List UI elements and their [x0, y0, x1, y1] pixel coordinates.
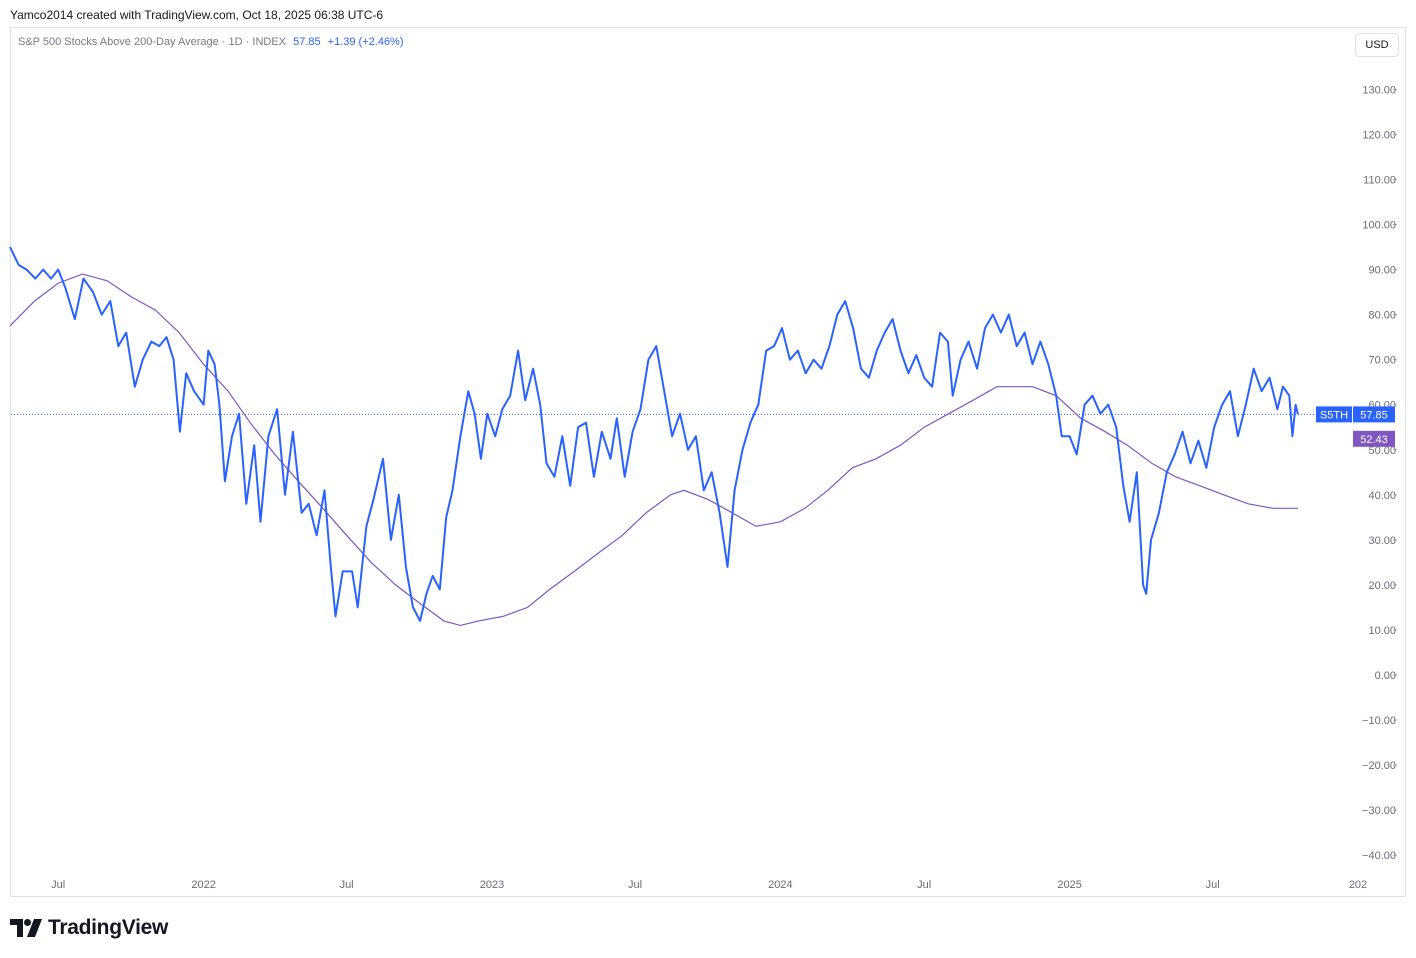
x-axis[interactable]: Jul 2022 Jul 2023 Jul 2024 Jul 2025 Jul 202 [51, 879, 1367, 891]
legend-last-value: 57.85 [293, 36, 321, 48]
ma-value-label: 52.43 [1360, 434, 1388, 446]
price-scale-tags: S5TH 57.85 52.43 [1316, 406, 1395, 447]
moving-average-line [9, 273, 1298, 627]
y-tick-label: 100.00 [1362, 220, 1396, 232]
y-tick-label: −30.00 [1362, 805, 1396, 817]
y-tick-label: −40.00 [1362, 850, 1396, 862]
y-tick-label: 0.00 [1375, 670, 1396, 682]
x-tick-label: 2022 [191, 879, 215, 891]
symbol-legend: S&P 500 Stocks Above 200-Day Average · 1… [18, 36, 404, 48]
chart-pane[interactable] [10, 27, 1406, 897]
x-tick-label: Jul [628, 879, 642, 891]
tradingview-brand[interactable]: TradingView [10, 915, 168, 941]
tradingview-logo-icon [10, 919, 42, 937]
y-tick-label: 130.00 [1362, 84, 1396, 96]
x-tick-label: 2024 [768, 879, 792, 891]
ma-value-tag [1353, 430, 1395, 447]
y-tick-label: 20.00 [1368, 580, 1396, 592]
y-tick-label: −20.00 [1362, 760, 1396, 772]
chart-credit: Yamco2014 created with TradingView.com, … [10, 8, 384, 22]
legend-symbol[interactable]: S&P 500 Stocks Above 200-Day Average · 1… [18, 36, 287, 48]
y-tick-label: 70.00 [1368, 355, 1396, 367]
x-tick-label: Jul [917, 879, 931, 891]
y-tick-label: 110.00 [1363, 174, 1396, 186]
x-tick-label: Jul [1206, 879, 1220, 891]
price-line [9, 246, 1299, 622]
y-tick-label: 30.00 [1368, 535, 1396, 547]
brand-name: TradingView [48, 916, 169, 939]
x-tick-label: Jul [340, 879, 354, 891]
series-name-tag [1316, 406, 1352, 423]
y-tick-label: 50.00 [1368, 445, 1396, 457]
x-tick-label: 202 [1349, 879, 1367, 891]
y-tick-label: 10.00 [1368, 625, 1396, 637]
last-price-tag [1353, 406, 1395, 423]
y-tick-label: 120.00 [1362, 129, 1396, 141]
y-tick-label: 90.00 [1368, 265, 1396, 277]
y-axis[interactable]: 130.00120.00110.00100.0090.0080.0070.006… [1362, 84, 1397, 862]
y-tick-label: −10.00 [1362, 715, 1396, 727]
y-tick-label: 40.00 [1368, 490, 1396, 502]
x-tick-label: 2023 [480, 879, 504, 891]
x-tick-label: 2025 [1057, 879, 1081, 891]
series-name-label: S5TH [1320, 409, 1348, 421]
legend-change: +1.39 (+2.46%) [327, 36, 404, 48]
last-price-label: 57.85 [1360, 409, 1388, 421]
y-tick-label: 80.00 [1368, 310, 1396, 322]
currency-button[interactable]: USD [1355, 33, 1399, 57]
x-tick-label: Jul [51, 879, 65, 891]
